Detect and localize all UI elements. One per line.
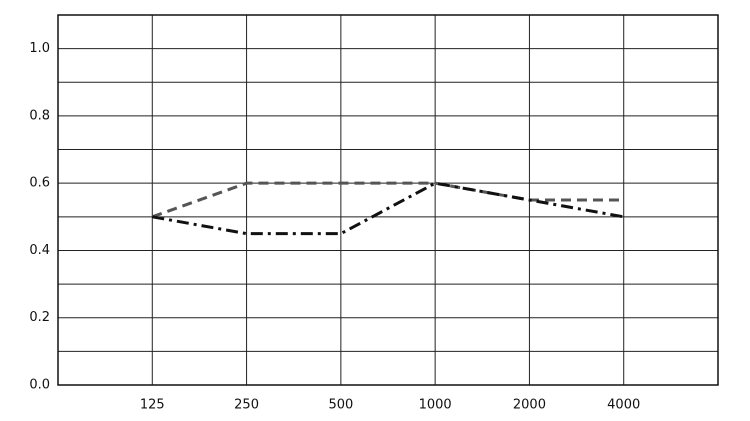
y-tick-label: 0.4 xyxy=(29,243,50,258)
plot-frame xyxy=(57,14,719,386)
y-tick-label: 0.8 xyxy=(29,108,50,123)
y-tick-label: 0.6 xyxy=(29,176,50,191)
x-tick-label: 250 xyxy=(234,398,259,413)
x-tick-label: 1000 xyxy=(419,398,452,413)
x-tick-label: 2000 xyxy=(513,398,546,413)
x-tick-label: 125 xyxy=(140,398,165,413)
y-tick-label: 1.0 xyxy=(29,41,50,56)
series-line xyxy=(152,181,624,236)
series-line xyxy=(151,181,624,219)
y-tick-label: 0.2 xyxy=(29,310,50,325)
x-tick-label: 4000 xyxy=(607,398,640,413)
x-tick-label: 500 xyxy=(328,398,353,413)
y-tick-label: 0.0 xyxy=(29,378,50,393)
